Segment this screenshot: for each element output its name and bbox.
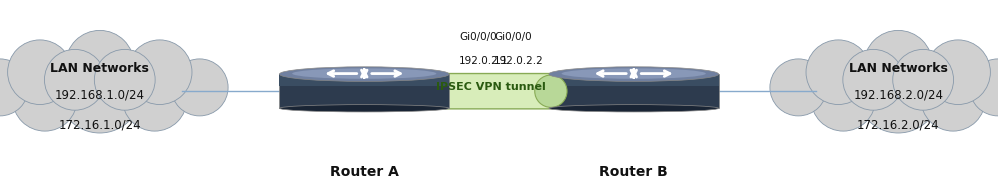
Ellipse shape bbox=[13, 66, 77, 131]
Polygon shape bbox=[549, 74, 719, 86]
Ellipse shape bbox=[864, 30, 932, 99]
Ellipse shape bbox=[58, 49, 142, 133]
Polygon shape bbox=[279, 74, 449, 86]
Ellipse shape bbox=[921, 66, 985, 131]
Ellipse shape bbox=[0, 59, 29, 116]
Ellipse shape bbox=[66, 30, 134, 99]
Ellipse shape bbox=[893, 49, 953, 110]
Text: 192.0.2.1: 192.0.2.1 bbox=[459, 56, 509, 66]
Text: Router B: Router B bbox=[600, 165, 668, 179]
Ellipse shape bbox=[8, 40, 72, 104]
Ellipse shape bbox=[45, 49, 105, 110]
Ellipse shape bbox=[843, 49, 903, 110]
Ellipse shape bbox=[279, 105, 449, 112]
FancyBboxPatch shape bbox=[441, 74, 557, 109]
Ellipse shape bbox=[123, 66, 187, 131]
Ellipse shape bbox=[769, 59, 827, 116]
Ellipse shape bbox=[856, 49, 940, 133]
Ellipse shape bbox=[811, 66, 875, 131]
Text: 172.16.1.0/24: 172.16.1.0/24 bbox=[59, 119, 141, 132]
Ellipse shape bbox=[549, 105, 719, 112]
Text: Gi0/0/0: Gi0/0/0 bbox=[459, 32, 497, 42]
Text: 192.168.2.0/24: 192.168.2.0/24 bbox=[853, 89, 943, 101]
Ellipse shape bbox=[171, 59, 229, 116]
Text: LAN Networks: LAN Networks bbox=[50, 62, 150, 75]
Text: Gi0/0/0: Gi0/0/0 bbox=[494, 32, 532, 42]
Ellipse shape bbox=[806, 40, 870, 104]
Ellipse shape bbox=[535, 75, 567, 107]
Ellipse shape bbox=[969, 59, 998, 116]
Ellipse shape bbox=[549, 67, 719, 82]
Ellipse shape bbox=[926, 40, 990, 104]
Polygon shape bbox=[279, 74, 449, 108]
Text: Router A: Router A bbox=[329, 165, 399, 179]
Ellipse shape bbox=[95, 49, 155, 110]
Ellipse shape bbox=[279, 67, 449, 82]
Text: 192.168.1.0/24: 192.168.1.0/24 bbox=[55, 89, 145, 101]
Polygon shape bbox=[549, 74, 719, 108]
Ellipse shape bbox=[562, 68, 706, 79]
Text: 192.0.2.2: 192.0.2.2 bbox=[494, 56, 544, 66]
Text: LAN Networks: LAN Networks bbox=[848, 62, 948, 75]
Ellipse shape bbox=[292, 68, 436, 79]
Text: IPSEC VPN tunnel: IPSEC VPN tunnel bbox=[436, 82, 546, 92]
Text: 172.16.2.0/24: 172.16.2.0/24 bbox=[857, 119, 939, 132]
Ellipse shape bbox=[128, 40, 192, 104]
